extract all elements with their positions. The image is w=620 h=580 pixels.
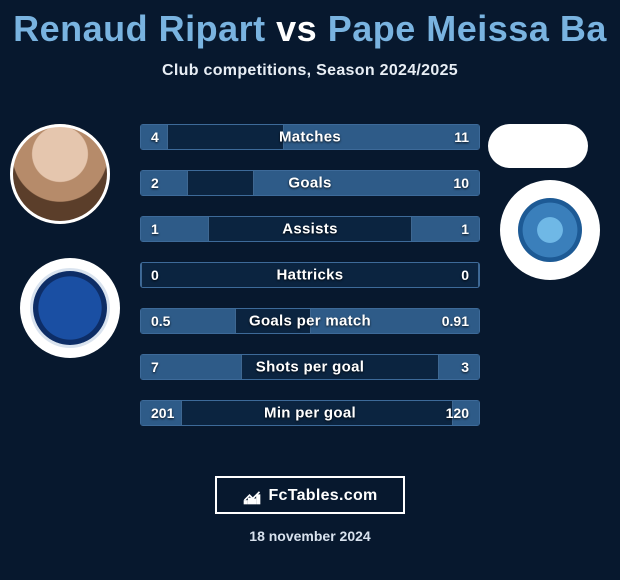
- bar-fill-left: [141, 217, 209, 241]
- comparison-bars: 411Matches 210Goals 11Assists 0 0 Hattricks 0.…: [140, 124, 480, 426]
- bar-fill-left: [141, 309, 236, 333]
- player1-avatar: [10, 124, 110, 224]
- metric-label: Hattricks: [277, 267, 344, 284]
- vs-label: vs: [276, 8, 317, 49]
- value-right: 0: [461, 267, 469, 283]
- stat-row: 210Goals: [140, 170, 480, 196]
- metric-label: Assists: [282, 221, 337, 238]
- player2-club-badge: [500, 180, 600, 280]
- brand-badge: FcTables.com: [215, 476, 405, 514]
- bar-fill-right: [283, 125, 479, 149]
- bar-fill-right: [253, 171, 479, 195]
- player1-name: Renaud Ripart: [13, 8, 266, 49]
- bar-fill-left: [141, 263, 142, 287]
- bar-fill-right: [452, 401, 479, 425]
- bar-fill-right: [310, 309, 479, 333]
- stat-row: 73Shots per goal: [140, 354, 480, 380]
- brand-label: FcTables.com: [268, 487, 377, 505]
- bar-fill-right: [438, 355, 479, 379]
- player1-club-badge: [20, 258, 120, 358]
- bar-fill-left: [141, 125, 168, 149]
- comparison-stage: 411Matches 210Goals 11Assists 0 0 Hattricks 0.…: [0, 110, 620, 450]
- metric-label: Shots per goal: [256, 359, 364, 376]
- stat-row: 0.50.91Goals per match: [140, 308, 480, 334]
- bar-fill-left: [141, 355, 242, 379]
- bar-fill-right: [411, 217, 479, 241]
- page-title: Renaud Ripart vs Pape Meissa Ba: [0, 0, 620, 50]
- subtitle: Club competitions, Season 2024/2025: [0, 62, 620, 80]
- bar-fill-left: [141, 401, 182, 425]
- metric-label: Min per goal: [264, 405, 356, 422]
- player2-placeholder-pill: [488, 124, 588, 168]
- stat-row: 411Matches: [140, 124, 480, 150]
- bar-fill-left: [141, 171, 188, 195]
- value-left: 0: [151, 267, 159, 283]
- player2-name: Pape Meissa Ba: [328, 8, 607, 49]
- bar-fill-right: [478, 263, 479, 287]
- stat-row: 0 0 Hattricks: [140, 262, 480, 288]
- date-label: 18 november 2024: [0, 528, 620, 544]
- chart-icon: [242, 486, 262, 506]
- stat-row: 11Assists: [140, 216, 480, 242]
- stat-row: 201120Min per goal: [140, 400, 480, 426]
